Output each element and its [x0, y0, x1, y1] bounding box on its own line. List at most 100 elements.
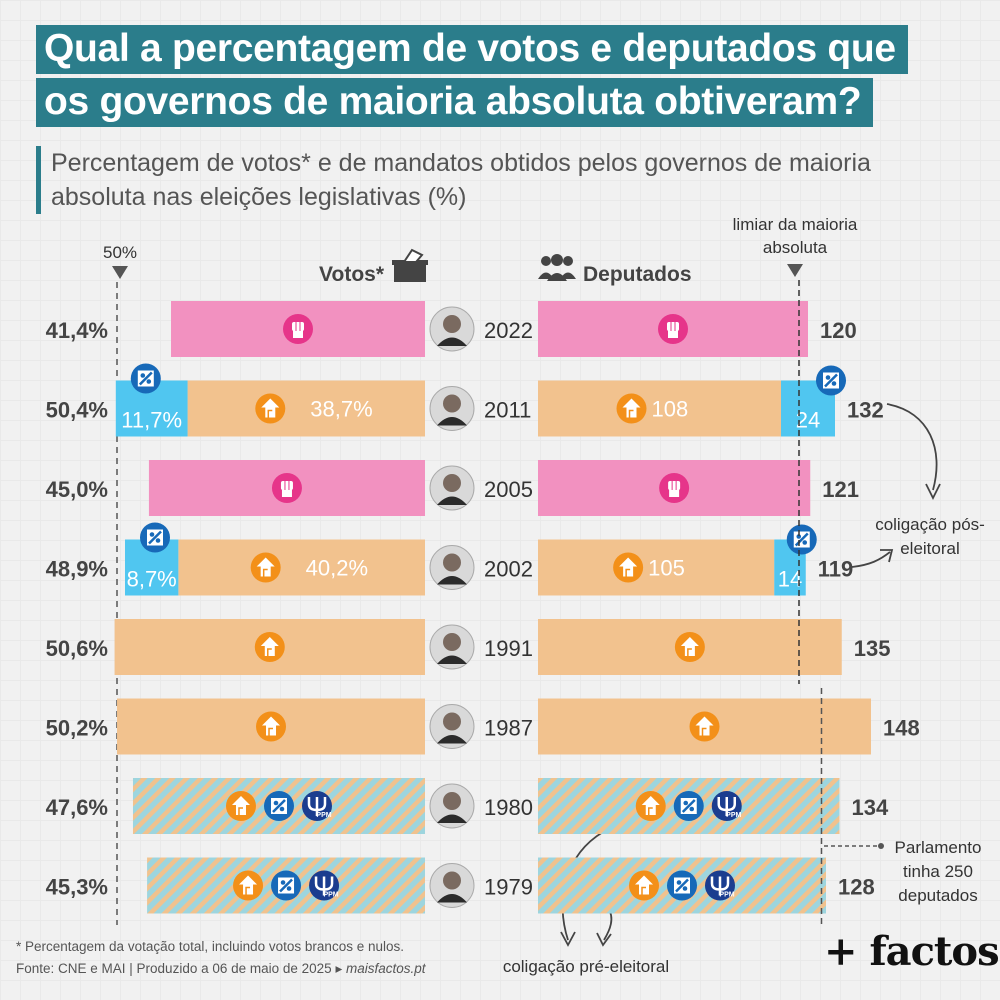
page-subtitle: Percentagem de votos* e de mandatos obti…: [36, 146, 951, 214]
arrow-icon: [254, 632, 285, 662]
limiar-label-2: absoluta: [763, 238, 828, 257]
year-label: 2005: [484, 477, 533, 502]
ppm-label: PPM: [316, 812, 331, 819]
seats-total-label: 134: [852, 795, 889, 820]
seats-segment-label: 108: [652, 397, 689, 422]
portrait-avatar: [429, 545, 475, 590]
pos-coalition-label-2: eleitoral: [900, 539, 960, 558]
portrait-avatar: [429, 624, 475, 670]
parlamento-dot: [878, 843, 884, 849]
limiar-marker-icon: [787, 264, 803, 277]
limiar-label-1: limiar da maioria: [733, 215, 858, 234]
arrow-icon: [225, 791, 256, 821]
year-label: 2011: [484, 398, 531, 423]
fifty-label: 50%: [103, 243, 137, 262]
parlamento-label-2: tinha 250: [903, 862, 973, 881]
portrait-avatar: [429, 386, 475, 431]
footnote-note: * Percentagem da votação total, incluind…: [16, 939, 404, 954]
cds-icon: [271, 870, 302, 901]
votes-total-label: 47,6%: [46, 795, 108, 820]
footnote-site-link[interactable]: maisfactos.pt: [345, 961, 426, 976]
parlamento-label-3: deputados: [898, 886, 977, 905]
cds-icon: [263, 791, 294, 821]
ppm-icon: PPM: [711, 791, 742, 821]
year-label: 1979: [484, 875, 533, 900]
arrow-icon: [674, 632, 705, 662]
votes-total-label: 50,6%: [46, 636, 108, 661]
seats-total-label: 135: [854, 636, 891, 661]
ballot-box-icon: [392, 248, 428, 282]
pos-coalition-arrow-2: [851, 551, 891, 568]
portrait-avatar: [429, 704, 475, 749]
footnote: * Percentagem da votação total, incluind…: [16, 936, 426, 980]
seats-segment-label: 14: [778, 567, 802, 592]
fist-icon: [271, 473, 302, 503]
chart-row-1991: 50,6% 1991 135: [46, 619, 891, 675]
votes-segment-label: 11,7%: [121, 408, 182, 433]
chart-row-1987: 50,2% 1987 148: [46, 698, 920, 755]
arrow-icon: [616, 393, 647, 424]
seats-total-label: 120: [820, 318, 857, 343]
arrow-icon: [256, 711, 287, 742]
votes-segment-label: 40,2%: [306, 556, 368, 581]
arrowhead-icon: [925, 483, 941, 501]
seats-total-label: 132: [847, 398, 884, 423]
arrowhead-icon: [880, 549, 894, 563]
fifty-marker-icon: [112, 266, 128, 279]
arrow-icon: [233, 870, 264, 901]
votes-bar-psd: [178, 539, 425, 596]
year-label: 1991: [484, 636, 533, 661]
pre-coalition-label: coligação pré-eleitoral: [503, 957, 669, 976]
footnote-source: Fonte: CNE e MAI | Produzido a 06 de mai…: [16, 961, 346, 976]
ppm-label: PPM: [323, 892, 338, 899]
votes-total-label: 50,4%: [46, 398, 108, 423]
people-icon: [538, 254, 576, 281]
cds-icon: [673, 791, 704, 821]
arrowhead-icon: [560, 931, 576, 947]
votes-total-label: 45,3%: [46, 875, 108, 900]
parlamento-label-1: Parlamento: [895, 838, 982, 857]
year-label: 1987: [484, 716, 533, 741]
seats-total-label: 148: [883, 716, 920, 741]
ppm-icon: PPM: [309, 870, 340, 901]
title-line-1: Qual a percentagem de votos e deputados …: [36, 25, 908, 74]
arrow-icon: [635, 791, 666, 821]
cds-icon: [786, 524, 817, 555]
fist-icon: [283, 314, 314, 344]
cds-icon: [667, 870, 697, 901]
year-label: 1980: [484, 795, 533, 820]
seats-bar-psd: [538, 539, 775, 596]
votes-total-label: 48,9%: [46, 557, 108, 582]
title-line-2: os governos de maioria absoluta obtivera…: [36, 78, 874, 127]
votes-total-label: 50,2%: [46, 716, 108, 741]
fist-icon: [658, 314, 688, 344]
chart-row-2011: 38,7% 11,7% 50,4% 2011 108 24 132: [46, 363, 884, 437]
ppm-icon: PPM: [705, 870, 735, 901]
seats-segment-label: 24: [796, 408, 820, 433]
arrowhead-icon: [596, 932, 612, 947]
arrow-icon: [689, 711, 720, 742]
seats-segment-label: 105: [648, 556, 685, 581]
cds-icon: [139, 522, 170, 553]
arrow-icon: [250, 552, 281, 583]
votos-header: Votos*: [319, 263, 385, 286]
portrait-avatar: [429, 783, 475, 829]
pos-coalition-label-1: coligação pós-: [875, 515, 985, 534]
chart-row-2022: 41,4% 2022 120: [46, 301, 857, 357]
votes-bar-psd: [187, 380, 425, 437]
arrow-icon: [629, 870, 659, 901]
ppm-icon: PPM: [301, 791, 332, 821]
votes-segment-label: 38,7%: [310, 397, 372, 422]
portrait-avatar: [429, 306, 475, 352]
year-label: 2022: [484, 318, 533, 343]
seats-total-label: 128: [838, 875, 875, 900]
year-label: 2002: [484, 557, 533, 582]
portrait-avatar: [429, 465, 475, 511]
deputados-header: Deputados: [583, 263, 692, 286]
page-title: Qual a percentagem de votos e deputados …: [36, 22, 908, 128]
pos-coalition-arrow-1: [886, 403, 938, 491]
ppm-label: PPM: [719, 892, 734, 899]
fist-icon: [659, 473, 690, 503]
cds-icon: [130, 363, 161, 394]
